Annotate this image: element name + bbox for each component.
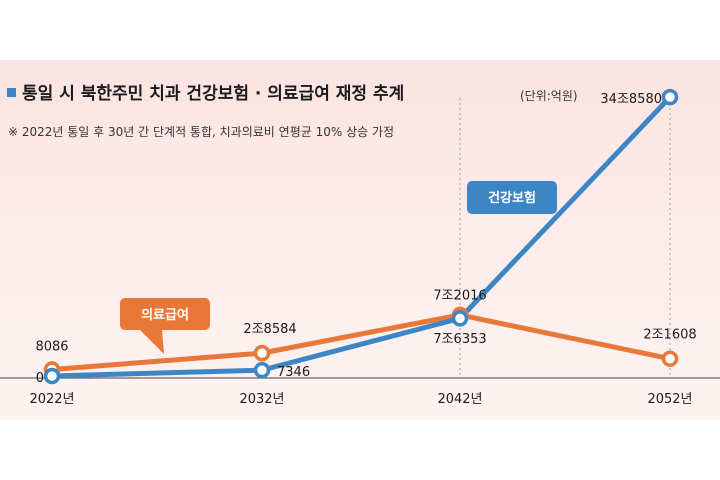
data-labels: 0 7346 7조2016 34조8580 8086 2조8584 7조6353 2조1608	[35, 92, 696, 386]
health-point	[43, 367, 61, 385]
chart-title: 통일 시 북한주민 치과 건강보험 · 의료급여 재정 추계	[22, 83, 404, 104]
medical-data-label: 8086	[35, 340, 68, 355]
x-tick-label: 2022년	[29, 392, 74, 407]
medical-data-label: 2조1608	[643, 328, 696, 343]
health-data-label: 34조8580	[600, 92, 662, 107]
health-point	[661, 88, 679, 106]
x-tick-label: 2032년	[239, 392, 284, 407]
x-tick-label: 2052년	[647, 392, 692, 407]
health-point	[253, 361, 271, 379]
title-bullet-icon	[7, 88, 16, 97]
data-points	[43, 88, 679, 385]
x-tick-label: 2042년	[437, 392, 482, 407]
health-data-label: 7346	[277, 365, 310, 380]
medical-point	[253, 344, 271, 362]
health-series-name: 건강보험	[488, 190, 536, 206]
health-data-label: 0	[36, 371, 44, 386]
health-data-label: 7조2016	[433, 288, 486, 303]
health-point	[451, 310, 469, 327]
chart-background	[0, 60, 720, 420]
guide-lines	[459, 98, 671, 378]
health-series-line	[49, 94, 673, 379]
unit-label: (단위:억원)	[520, 89, 578, 103]
medical-data-label: 2조8584	[243, 322, 296, 337]
health-callout: 건강보험	[467, 181, 557, 214]
medical-series-line	[49, 312, 673, 373]
medical-callout: 의료급여	[120, 298, 210, 354]
medical-series-name: 의료급여	[141, 307, 189, 323]
footnote: ※ 2022년 통일 후 30년 간 단계적 통합, 치과의료비 연평균 10%…	[8, 125, 394, 139]
medical-data-label: 7조6353	[433, 332, 486, 347]
medical-point	[661, 350, 679, 367]
series-lines	[49, 94, 673, 379]
x-tick-labels: 2022년 2032년 2042년 2052년	[29, 392, 692, 407]
